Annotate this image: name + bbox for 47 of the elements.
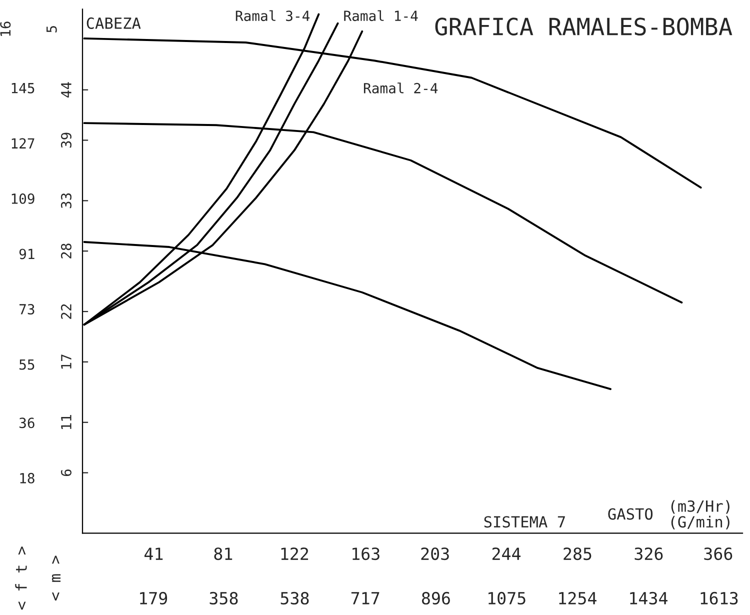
x-tick-label: 81 [214, 547, 232, 560]
annotation: CABEZA [86, 17, 141, 29]
x2-tick-label: 179 [140, 592, 168, 605]
y2-axis-title: < f t > [15, 546, 27, 610]
x-tick-label: 163 [352, 547, 380, 560]
y2-tick-label: 36 [19, 418, 34, 428]
chart-title: GRAFICA RAMALES-BOMBA [435, 18, 732, 36]
text: 5 [46, 26, 57, 32]
y-tick-label: 6 [60, 469, 72, 476]
x-tick-label: 326 [634, 547, 663, 560]
x2-tick-label: 358 [210, 592, 238, 605]
annotation: SISTEMA 7 [484, 516, 565, 528]
x2-tick-label: 1254 [559, 592, 596, 605]
x2-tick-label: 1613 [700, 592, 738, 605]
y-axis-title: < m > [52, 556, 61, 600]
y-tick-label: 17 [61, 354, 72, 369]
x2-axis-title: (G/min) [671, 516, 730, 530]
y2-tick-label: 73 [19, 304, 34, 315]
y2-tick-label: 18 [20, 472, 34, 484]
y2-tick-label: 109 [12, 193, 34, 204]
y2-tick-label: 127 [12, 138, 34, 148]
x-tick-label: 285 [564, 547, 592, 560]
x2-tick-label: 1434 [630, 592, 668, 605]
y-tick-label: 11 [61, 414, 72, 430]
text: 16 [0, 22, 11, 36]
x2-tick-label: 1075 [488, 592, 526, 605]
x2-tick-label: 538 [280, 592, 309, 605]
y-tick-label: 44 [61, 82, 72, 98]
annotation: GASTO [608, 508, 653, 520]
x-axis-title: (m3/Hr) [671, 500, 730, 514]
y2-tick-label: 55 [20, 359, 34, 370]
y2-tick-label: 145 [12, 83, 34, 94]
x-tick-label: 203 [421, 547, 449, 560]
x-tick-label: 366 [704, 547, 732, 560]
y-tick-label: 33 [60, 193, 72, 208]
annotation: Ramal 3-4 [236, 10, 310, 22]
x-tick-label: 244 [492, 547, 521, 560]
y2-tick-label: 91 [19, 248, 34, 260]
x2-tick-label: 717 [351, 592, 380, 604]
x-tick-label: 41 [144, 548, 163, 560]
y-tick-label: 22 [60, 304, 72, 319]
x-tick-label: 122 [281, 547, 308, 560]
annotation: Ramal 2-4 [364, 82, 438, 94]
y-tick-label: 39 [60, 132, 72, 148]
annotation: Ramal 1-4 [344, 10, 418, 22]
x2-tick-label: 896 [422, 592, 450, 605]
y-tick-label: 28 [60, 244, 72, 258]
